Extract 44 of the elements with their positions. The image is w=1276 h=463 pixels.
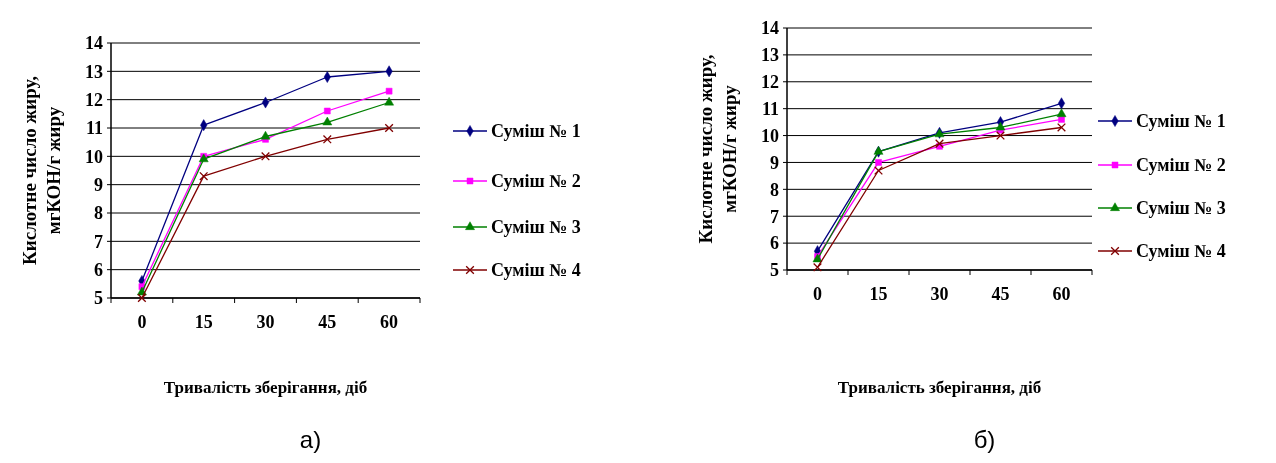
legend-label: Суміш № 4 bbox=[1136, 241, 1226, 262]
text: а) bbox=[299, 426, 322, 453]
y-tick-label: 12 bbox=[85, 89, 103, 110]
legend-label: Суміш № 1 bbox=[491, 121, 581, 142]
x-tick-label: 45 bbox=[318, 312, 337, 332]
legend-label: Суміш № 3 bbox=[491, 217, 581, 238]
legend-label: Суміш № 3 bbox=[1136, 198, 1226, 219]
legend-label: Суміш № 4 bbox=[491, 260, 581, 281]
y-tick-label: 14 bbox=[761, 18, 779, 39]
y-tick-label: 8 bbox=[770, 179, 779, 200]
y-axis-title: Кислотне число жиру, мгКОН/г жиру bbox=[19, 75, 64, 265]
y-tick-label: 6 bbox=[94, 259, 103, 280]
x-tick-label: 60 bbox=[380, 312, 399, 332]
x-tick-label: 15 bbox=[869, 284, 888, 304]
x-tick-label: 30 bbox=[930, 284, 949, 304]
y-tick-label: 5 bbox=[770, 260, 779, 281]
y-tick-label: 10 bbox=[761, 125, 779, 146]
y-tick-label: 13 bbox=[85, 61, 103, 82]
y-tick-label: 7 bbox=[770, 206, 779, 227]
legend-label: Суміш № 2 bbox=[1136, 155, 1226, 176]
y-tick-label: 7 bbox=[94, 231, 103, 252]
x-tick-label: 0 bbox=[813, 284, 822, 304]
y-tick-label: 13 bbox=[761, 45, 779, 66]
y-axis-title: Кислотне число жиру, мгКОН/г жиру bbox=[695, 54, 740, 244]
legend-label: Суміш № 1 bbox=[1136, 111, 1226, 132]
y-tick-label: 8 bbox=[94, 203, 103, 224]
y-tick-label: 9 bbox=[94, 174, 103, 195]
legend-label: Суміш № 2 bbox=[491, 171, 581, 192]
y-tick-label: 14 bbox=[85, 33, 103, 54]
y-tick-label: 5 bbox=[94, 288, 103, 309]
x-tick-label: 60 bbox=[1052, 284, 1071, 304]
x-tick-label: 15 bbox=[194, 312, 213, 332]
x-axis-title: Тривалість зберігання, діб bbox=[837, 378, 1042, 397]
y-tick-label: 11 bbox=[85, 118, 103, 139]
y-tick-label: 12 bbox=[761, 72, 779, 93]
y-tick-label: 9 bbox=[770, 152, 779, 173]
x-axis-title: Тривалість зберігання, діб bbox=[163, 378, 368, 397]
x-tick-label: 45 bbox=[991, 284, 1010, 304]
x-tick-label: 30 bbox=[256, 312, 275, 332]
y-tick-label: 11 bbox=[761, 98, 779, 119]
text: б) bbox=[973, 426, 996, 453]
x-tick-label: 0 bbox=[137, 312, 147, 332]
y-tick-label: 6 bbox=[770, 233, 779, 254]
y-tick-label: 10 bbox=[85, 146, 103, 167]
